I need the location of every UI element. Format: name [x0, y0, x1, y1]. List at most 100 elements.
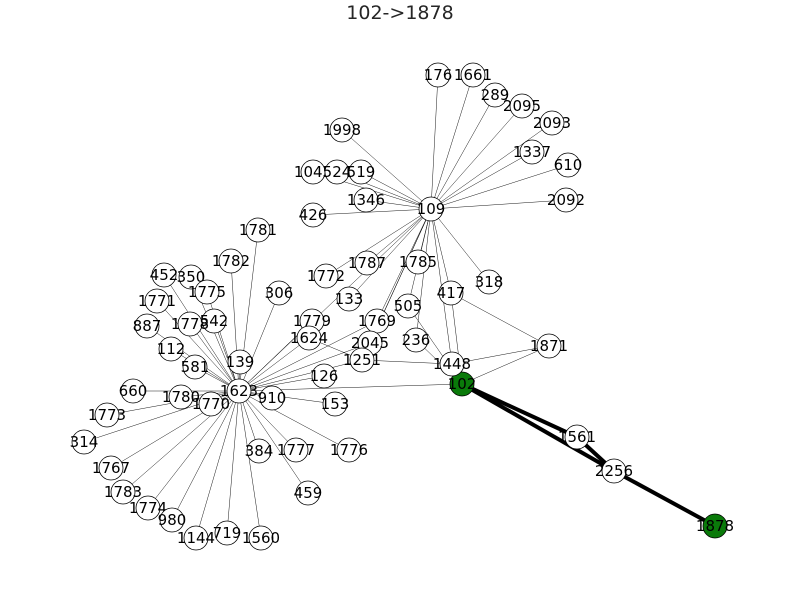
node-circle: [135, 495, 161, 521]
node-label: 236: [402, 331, 431, 349]
node-label: 542: [200, 312, 229, 330]
edge: [238, 292, 280, 392]
node-circle: [218, 248, 244, 274]
graph-node: 660: [119, 378, 148, 404]
graph-node: 542: [200, 308, 229, 334]
graph-node: 1773: [88, 402, 126, 428]
node-label: 1774: [129, 499, 167, 517]
edge: [341, 129, 432, 210]
path-edges-layer: [461, 382, 716, 528]
path-edge: [461, 382, 615, 473]
node-circle: [134, 313, 160, 339]
node-label: 452: [150, 266, 179, 284]
node-label: 1779: [293, 312, 331, 330]
graph-node: 1045: [294, 159, 332, 185]
edge: [238, 390, 297, 451]
graph-node: 1769: [358, 308, 396, 334]
edge: [147, 390, 240, 509]
node-label: 1346: [347, 191, 385, 209]
node-circle: [536, 333, 562, 359]
node-label: 314: [70, 433, 99, 451]
node-label: 176: [424, 66, 453, 84]
node-circle: [300, 202, 326, 228]
edge: [430, 74, 439, 210]
edge: [238, 342, 371, 392]
edge: [238, 337, 310, 392]
graph-node: 2093: [533, 110, 571, 136]
node-circle: [182, 354, 208, 380]
node-circle: [509, 93, 535, 119]
graph-node: 1770: [192, 391, 230, 417]
node-label: 153: [321, 395, 350, 413]
highlighted-node-circle: [702, 513, 728, 539]
node-label: 1045: [294, 163, 332, 181]
edge: [430, 164, 569, 210]
node-label: 126: [310, 367, 339, 385]
node-label: 505: [394, 297, 423, 315]
node-circle: [245, 217, 271, 243]
node-circle: [555, 152, 581, 178]
node-label: 139: [226, 353, 255, 371]
graph-node: 452: [150, 262, 179, 288]
node-label: 1782: [212, 252, 250, 270]
graph-node: 1346: [347, 187, 385, 213]
graph-node: 1878: [696, 513, 734, 539]
graph-node: 1623: [220, 378, 258, 404]
node-circle: [329, 117, 355, 143]
node-circle: [227, 349, 253, 375]
edge: [238, 359, 363, 392]
edge: [430, 208, 452, 294]
node-label: 1767: [92, 459, 130, 477]
node-circle: [354, 250, 380, 276]
graph-node: 1778: [171, 311, 209, 337]
graph-node: 719: [213, 520, 241, 546]
edge: [171, 390, 240, 521]
edge: [430, 199, 567, 210]
node-label: 1771: [138, 292, 176, 310]
edge: [195, 390, 240, 539]
graph-node: 1782: [212, 248, 250, 274]
node-label: 980: [158, 511, 187, 529]
node-label: 1783: [104, 483, 142, 501]
graph-node: 1144: [177, 525, 215, 551]
graph-node: 1785: [399, 249, 437, 275]
node-label: 1777: [277, 441, 315, 459]
node-circle: [349, 347, 375, 373]
edge: [376, 208, 432, 322]
node-label: 1661: [454, 66, 492, 84]
graph-node: 109: [417, 196, 445, 222]
graph-node: 289: [481, 82, 509, 108]
graph-node: 2092: [547, 187, 585, 213]
edge: [430, 208, 490, 283]
edge: [430, 122, 553, 210]
edge: [226, 390, 240, 534]
graph-node: 1771: [138, 288, 176, 314]
edge: [430, 151, 533, 210]
graph-node: 126: [310, 363, 339, 389]
edge: [430, 74, 474, 210]
node-circle: [322, 391, 348, 417]
node-label: 112: [157, 340, 186, 358]
edge: [238, 390, 350, 451]
graph-node: 314: [70, 429, 99, 455]
node-label: 459: [294, 484, 323, 502]
edge: [238, 375, 325, 392]
node-circle: [539, 110, 565, 136]
node-circle: [178, 264, 204, 290]
graph-title: 102->1878: [346, 2, 454, 24]
graph-node: 1871: [530, 333, 568, 359]
graph-node: 1783: [104, 479, 142, 505]
graph-node: 1337: [513, 139, 551, 165]
node-label: 910: [258, 389, 287, 407]
graph-node: 417: [437, 280, 465, 306]
node-circle: [460, 62, 486, 88]
edge: [461, 345, 550, 385]
node-label: 1770: [192, 395, 230, 413]
node-label: 660: [119, 382, 148, 400]
graph-node: 112: [157, 336, 186, 362]
edge: [163, 274, 240, 392]
node-circle: [336, 437, 362, 463]
edge: [312, 208, 432, 216]
node-label: 2095: [503, 97, 541, 115]
